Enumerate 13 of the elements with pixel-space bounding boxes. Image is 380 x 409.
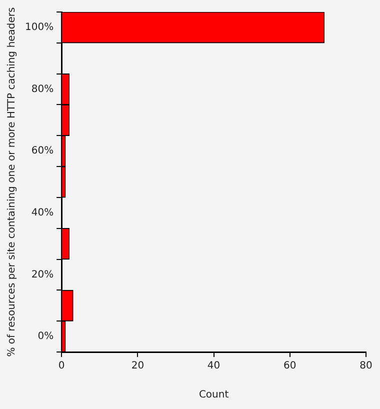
y-tick-label: 40% bbox=[31, 208, 54, 219]
x-tick-label: 20 bbox=[131, 360, 144, 372]
y-axis-title: % of resources per site containing one or more HTTP caching headers bbox=[6, 7, 18, 357]
y-tick-label: 100% bbox=[24, 22, 54, 34]
y-tick-label: 20% bbox=[31, 269, 54, 280]
x-tick-label: 40 bbox=[207, 360, 220, 372]
y-tick-label: 80% bbox=[31, 84, 54, 95]
x-tick-label: 0 bbox=[58, 360, 65, 372]
x-tick-label: 60 bbox=[284, 360, 296, 372]
x-tick-label: 80 bbox=[360, 360, 372, 372]
x-axis-title: Count bbox=[198, 390, 229, 401]
y-tick-label: 0% bbox=[38, 331, 54, 342]
y-tick-label: 60% bbox=[31, 146, 54, 157]
